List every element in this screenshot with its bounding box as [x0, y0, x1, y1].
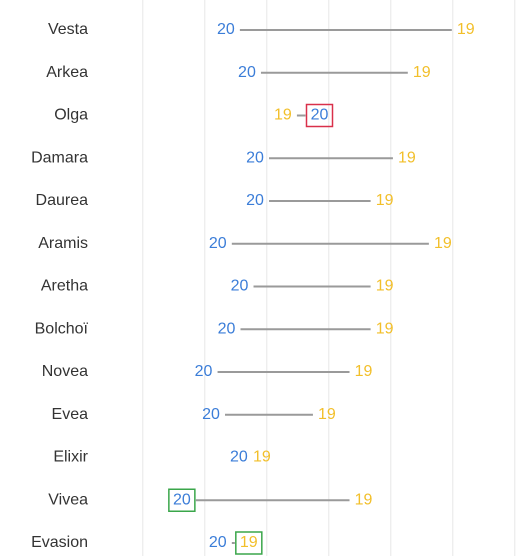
data-label: 20	[311, 107, 329, 124]
data-label: 20	[218, 320, 236, 337]
category-label: Vivea	[48, 491, 88, 508]
category-label: Evasion	[31, 534, 88, 551]
data-label: 19	[398, 149, 416, 166]
data-label: 20	[246, 149, 264, 166]
data-label: 19	[253, 449, 271, 466]
category-label: Evea	[52, 406, 89, 423]
category-label: Arkea	[46, 64, 88, 81]
data-label: 19	[457, 21, 475, 38]
category-label: Daurea	[36, 192, 89, 209]
category-label: Vesta	[48, 21, 88, 38]
data-label: 19	[434, 235, 452, 252]
data-label: 20	[217, 21, 235, 38]
category-label: Novea	[42, 363, 88, 380]
category-label: Olga	[54, 107, 88, 124]
data-label: 20	[202, 406, 220, 423]
data-label: 20	[231, 278, 249, 295]
category-label: Bolchoï	[35, 320, 89, 337]
data-label: 19	[376, 278, 394, 295]
data-label: 19	[318, 406, 336, 423]
data-label: 19	[240, 534, 258, 551]
category-label: Aramis	[38, 235, 88, 252]
highlight-box	[235, 531, 263, 555]
data-label: 20	[209, 235, 227, 252]
data-label: 19	[355, 491, 373, 508]
data-label: 20	[173, 491, 191, 508]
highlight-box	[168, 488, 196, 512]
category-label: Damara	[31, 149, 88, 166]
data-label: 19	[376, 320, 394, 337]
data-label: 19	[413, 64, 431, 81]
category-label: Elixir	[53, 449, 88, 466]
data-label: 19	[274, 107, 292, 124]
data-label: 20	[238, 64, 256, 81]
data-label: 19	[376, 192, 394, 209]
category-label: Aretha	[41, 278, 88, 295]
data-label: 20	[246, 192, 264, 209]
data-label: 20	[195, 363, 213, 380]
data-label: 19	[355, 363, 373, 380]
data-label: 20	[230, 449, 248, 466]
highlight-box	[305, 103, 334, 128]
data-label: 20	[209, 534, 227, 551]
